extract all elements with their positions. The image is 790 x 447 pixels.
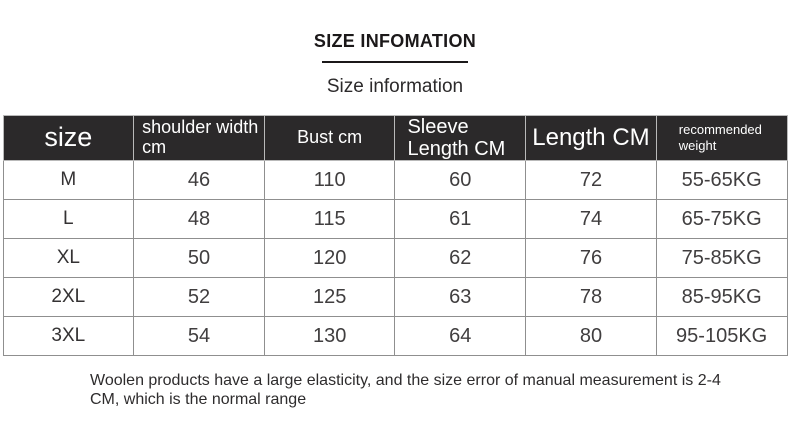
cell-shoulder-width: 52 [133,277,265,317]
header-cell-size: size [2,115,135,161]
table-row-3xl: 3XL 54 130 64 80 95-105KG [2,316,788,356]
cell-recommended-weight: 75-85KG [655,238,788,278]
title-underline-rule [322,61,468,63]
page-subtitle: Size information [326,76,464,97]
cell-bust: 110 [263,160,396,200]
cell-size: XL [2,238,135,278]
header-cell-sleeve-length: Sleeve Length CM [394,115,527,161]
table-row-m: M 46 110 60 72 55-65KG [2,160,788,200]
cell-length: 72 [525,160,657,200]
footnote: Woolen products have a large elasticity,… [90,372,755,409]
table-row-l: L 48 115 61 74 65-75KG [2,199,788,239]
cell-sleeve-length: 62 [394,238,527,278]
cell-shoulder-width: 46 [133,160,265,200]
cell-sleeve-length: 61 [394,199,527,239]
cell-size: 2XL [2,277,135,317]
page-title: SIZE INFOMATION [313,31,477,51]
cell-shoulder-width: 48 [133,199,265,239]
header-cell-shoulder-width: shoulder width cm [133,115,265,161]
cell-sleeve-length: 64 [394,316,527,356]
cell-length: 76 [525,238,657,278]
cell-bust: 120 [263,238,396,278]
cell-sleeve-length: 63 [394,277,527,317]
table-header-row: size shoulder width cm Bust cm Sleeve Le… [2,115,788,161]
table-row-xl: XL 50 120 62 76 75-85KG [2,238,788,278]
cell-size: L [2,199,135,239]
cell-size: 3XL [2,316,135,356]
header-cell-recommended-weight: recommended weight [655,115,788,161]
cell-bust: 130 [263,316,396,356]
cell-recommended-weight: 55-65KG [655,160,788,200]
footnote-line-1: Woolen products have a large elasticity,… [90,372,721,389]
cell-recommended-weight: 85-95KG [655,277,788,317]
header-cell-length: Length CM [525,115,657,161]
cell-length: 80 [525,316,657,356]
footnote-line-2: CM, which is the normal range [90,390,307,408]
cell-sleeve-length: 60 [394,160,527,200]
cell-bust: 115 [263,199,396,239]
cell-size: M [2,160,135,200]
cell-length: 78 [525,277,657,317]
table-row-2xl: 2XL 52 125 63 78 85-95KG [2,277,788,317]
cell-recommended-weight: 65-75KG [655,199,788,239]
cell-bust: 125 [263,277,396,317]
cell-recommended-weight: 95-105KG [655,316,788,356]
size-table: size shoulder width cm Bust cm Sleeve Le… [2,115,788,356]
cell-shoulder-width: 50 [133,238,265,278]
cell-length: 74 [525,199,657,239]
header-cell-bust: Bust cm [263,115,396,161]
cell-shoulder-width: 54 [133,316,265,356]
